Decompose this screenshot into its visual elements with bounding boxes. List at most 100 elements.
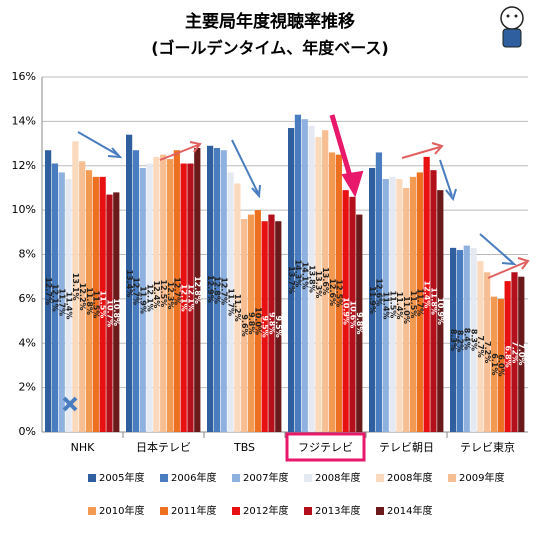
value-label: 12.5%	[335, 279, 344, 307]
legend-label: 2014年度	[387, 504, 432, 517]
bar	[294, 114, 302, 432]
bar	[241, 219, 248, 432]
value-label: 10.9%	[436, 297, 445, 325]
value-label: 13.3%	[314, 271, 323, 299]
value-label: 8.2%	[456, 330, 465, 352]
bar	[518, 276, 525, 432]
bar	[234, 183, 241, 432]
value-label: 13.8%	[307, 265, 316, 293]
value-label: 7.2%	[510, 341, 519, 363]
bar	[315, 136, 322, 432]
x-tick-label: TBS	[233, 441, 255, 454]
bar	[484, 272, 491, 432]
value-label: 6.1%	[490, 353, 499, 375]
value-label: 10.0%	[254, 307, 263, 335]
bar	[463, 245, 470, 432]
value-label: 9.5%	[274, 316, 283, 338]
value-label: 8.3%	[469, 329, 478, 351]
legend-swatch	[376, 474, 384, 482]
value-label: 6.0%	[497, 354, 506, 376]
bar	[207, 145, 214, 432]
x-tick-label: NHK	[71, 441, 96, 454]
bar	[288, 128, 295, 432]
legend-label: 2007年度	[243, 471, 288, 484]
bar	[227, 172, 234, 432]
value-label: 11.2%	[233, 294, 242, 322]
value-label: 13.6%	[321, 267, 330, 295]
value-label: 8.3%	[449, 329, 458, 351]
bar	[477, 261, 484, 432]
value-label: 11.0%	[402, 296, 411, 324]
y-tick-label: 14%	[12, 114, 36, 127]
legend-swatch	[232, 507, 240, 515]
bar	[99, 176, 106, 432]
value-label: 12.1%	[145, 284, 154, 312]
bar	[437, 190, 444, 432]
bar	[132, 150, 140, 432]
bar	[511, 272, 518, 432]
value-label: 9.8%	[267, 312, 276, 334]
bar	[342, 190, 349, 432]
bar	[403, 187, 410, 432]
bar	[45, 150, 52, 432]
value-label: 12.4%	[152, 281, 161, 309]
legend-label: 2010年度	[99, 504, 144, 517]
mascot	[500, 6, 524, 48]
bar	[92, 176, 99, 432]
legend-label: 2008年度	[315, 471, 360, 484]
value-label: 14.3%	[294, 259, 303, 287]
bar	[504, 281, 511, 432]
value-label: 11.4%	[382, 292, 391, 320]
value-label: 9.8%	[247, 312, 256, 334]
bar	[220, 150, 227, 432]
bar	[430, 170, 437, 432]
value-label: 12.6%	[328, 278, 337, 306]
legend-label: 2009年度	[459, 471, 504, 484]
bar	[308, 125, 315, 432]
value-label: 12.1%	[179, 284, 188, 312]
legend-swatch	[88, 474, 96, 482]
bar	[261, 221, 268, 432]
value-label: 11.7%	[58, 288, 67, 316]
value-label: 7.2%	[483, 341, 492, 363]
bar	[79, 161, 86, 432]
bar	[349, 196, 356, 432]
y-tick-label: 8%	[19, 248, 36, 261]
value-label: 11.4%	[64, 292, 73, 320]
value-label: 7.0%	[517, 343, 526, 365]
bar	[254, 210, 261, 432]
bar	[213, 148, 221, 432]
value-label: 9.6%	[240, 314, 249, 336]
bar	[416, 172, 423, 432]
value-label: 10.9%	[341, 297, 350, 325]
y-tick-label: 12%	[12, 159, 36, 172]
value-label: 10.8%	[112, 298, 121, 326]
legend-swatch	[376, 507, 384, 515]
value-label: 12.1%	[51, 284, 60, 312]
bar	[187, 163, 194, 432]
chart-title: 主要局年度視聴率推移	[185, 11, 355, 32]
bar	[497, 298, 504, 432]
bar	[335, 154, 342, 432]
value-label: 9.8%	[355, 312, 364, 334]
value-label: 13.4%	[125, 269, 134, 297]
bar	[301, 119, 308, 432]
legend-swatch	[304, 474, 312, 482]
value-label: 11.5%	[409, 291, 418, 319]
bar	[65, 179, 72, 432]
value-label: 10.6%	[348, 301, 357, 329]
legend-label: 2005年度	[99, 471, 144, 484]
value-label: 11.5%	[98, 291, 107, 319]
bar	[166, 159, 174, 432]
annotations	[62, 114, 530, 462]
x-tick-label: フジテレビ	[298, 441, 353, 454]
bar	[389, 176, 396, 432]
bar	[322, 130, 329, 432]
y-tick-label: 6%	[19, 292, 36, 305]
legend-swatch	[448, 474, 456, 482]
value-label: 11.5%	[388, 291, 397, 319]
bar	[328, 152, 336, 432]
bar	[423, 156, 430, 432]
value-label: 12.4%	[422, 281, 431, 309]
